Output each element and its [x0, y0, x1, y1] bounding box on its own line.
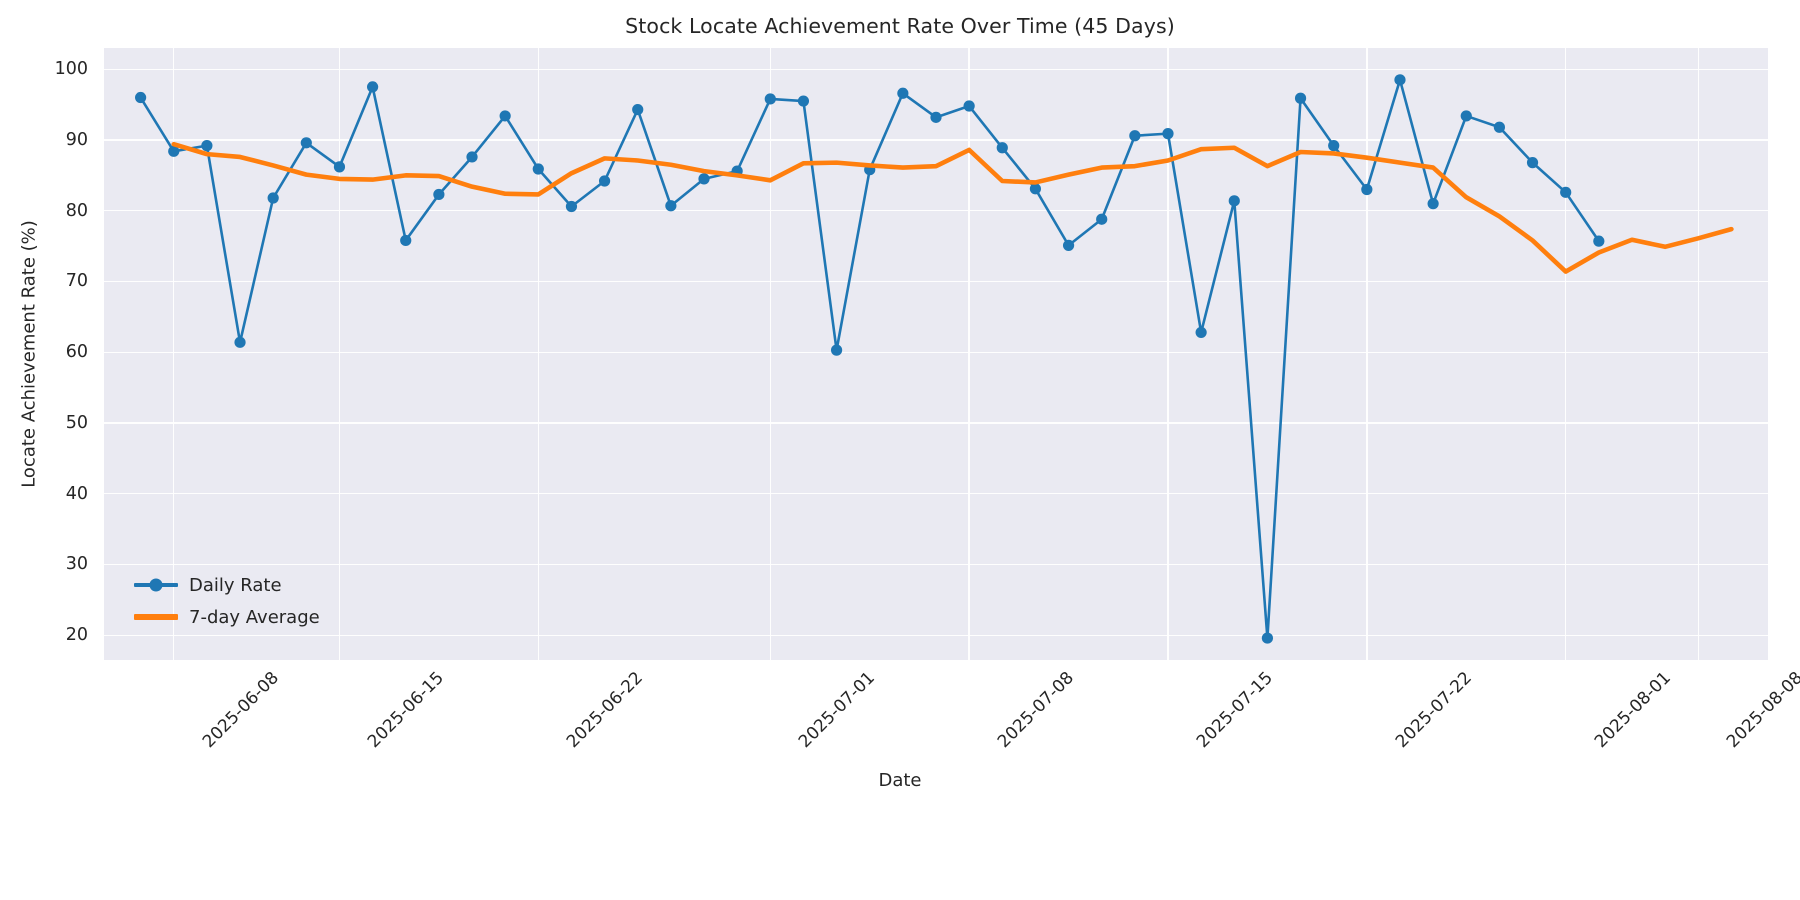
data-point-marker [598, 175, 611, 187]
x-axis-tick-label: 2025-08-01 [1590, 668, 1675, 753]
gridline-horizontal [104, 563, 1768, 566]
gridline-vertical [537, 48, 539, 660]
data-point-marker [1328, 140, 1340, 152]
legend-label: 7-day Average [189, 606, 320, 628]
data-point-marker [764, 93, 776, 105]
data-point-marker [333, 161, 346, 173]
gridline-horizontal [104, 210, 1768, 212]
data-point-marker [930, 111, 942, 123]
x-axis-tick-label: 2025-06-08 [198, 668, 283, 753]
legend-item[interactable]: Daily Rate [134, 574, 320, 596]
data-point-marker [1361, 183, 1373, 196]
data-point-marker [1460, 110, 1472, 122]
y-axis-tick-label: 80 [65, 200, 88, 221]
gridline-vertical [769, 48, 771, 660]
data-point-marker [632, 103, 644, 116]
chart-title: Stock Locate Achievement Rate Over Time … [625, 14, 1175, 38]
data-point-marker [1394, 74, 1406, 86]
y-axis-label: Locate Achievement Rate (%) [18, 220, 40, 488]
data-point-marker [433, 188, 445, 201]
chart-legend: Daily Rate 7-day Average [126, 568, 330, 634]
data-point-marker [1029, 183, 1042, 195]
y-axis-tick-label: 40 [65, 483, 88, 504]
data-point-marker [234, 336, 246, 348]
data-point-marker [1294, 92, 1307, 104]
gridline-horizontal [104, 634, 1768, 636]
data-point-marker [1129, 130, 1141, 142]
legend-swatch-icon [134, 578, 178, 592]
series-line-7-day-average [171, 141, 1734, 274]
data-point-marker [267, 192, 279, 204]
gridline-vertical [968, 48, 970, 660]
data-point-marker [1427, 198, 1439, 210]
data-point-marker [466, 151, 478, 163]
y-axis-tick-label: 100 [54, 59, 88, 80]
x-axis-label: Date [878, 770, 922, 791]
data-point-marker [367, 81, 379, 93]
data-point-marker [168, 145, 180, 157]
y-axis-tick-label: 50 [65, 412, 88, 433]
gridline-vertical [1564, 48, 1567, 660]
gridline-horizontal [104, 493, 1768, 495]
data-point-marker [698, 173, 710, 185]
legend-label: Daily Rate [189, 574, 282, 596]
data-point-marker [1162, 128, 1174, 140]
gridline-vertical [338, 48, 341, 660]
y-axis-tick-label: 20 [65, 625, 88, 646]
gridline-vertical [173, 48, 175, 660]
data-point-marker [830, 344, 843, 356]
data-point-marker [1261, 632, 1274, 644]
x-axis-tick-label: 2025-06-22 [563, 668, 648, 753]
data-point-marker [963, 100, 975, 112]
legend-swatch-icon [134, 610, 178, 624]
gridline-horizontal [104, 422, 1768, 424]
gridline-horizontal [104, 280, 1768, 283]
data-point-marker [897, 87, 909, 99]
data-point-marker [1195, 326, 1207, 339]
data-point-marker [400, 234, 412, 247]
x-axis-tick-label: 2025-07-08 [994, 668, 1079, 753]
data-point-marker [1593, 235, 1605, 247]
y-axis-tick-label: 30 [65, 554, 88, 575]
data-point-marker [1560, 186, 1572, 198]
x-axis-tick-label: 2025-08-08 [1723, 668, 1800, 753]
data-point-marker [996, 142, 1008, 154]
data-point-marker [135, 91, 147, 104]
gridline-vertical [1366, 48, 1368, 660]
plot-area [104, 48, 1768, 660]
y-axis-tick-label: 60 [65, 342, 88, 363]
gridline-vertical [1697, 48, 1699, 660]
data-point-marker [1062, 239, 1075, 251]
data-point-marker [1228, 195, 1240, 207]
y-axis-tick-label: 70 [65, 271, 88, 292]
gridline-horizontal [104, 68, 1768, 70]
legend-item[interactable]: 7-day Average [134, 606, 320, 628]
data-point-marker [665, 200, 677, 212]
x-axis-tick-label: 2025-06-15 [364, 668, 449, 753]
data-point-marker [1526, 157, 1539, 169]
x-axis-tick-label: 2025-07-01 [795, 668, 880, 753]
data-point-marker [565, 200, 578, 213]
data-point-marker [1493, 121, 1505, 133]
gridline-horizontal [104, 351, 1768, 353]
x-axis-tick-label: 2025-07-22 [1391, 668, 1476, 753]
data-point-marker [499, 110, 511, 122]
x-axis-tick-label: 2025-07-15 [1192, 668, 1277, 753]
y-axis-tick-label: 90 [65, 129, 88, 150]
data-point-marker [300, 137, 312, 149]
data-point-marker [201, 140, 213, 152]
data-point-marker [1096, 213, 1108, 225]
data-point-marker [532, 163, 544, 175]
data-point-marker [797, 95, 810, 107]
gridline-horizontal [104, 139, 1768, 141]
series-layer [135, 74, 1734, 644]
gridline-vertical [1167, 48, 1169, 660]
